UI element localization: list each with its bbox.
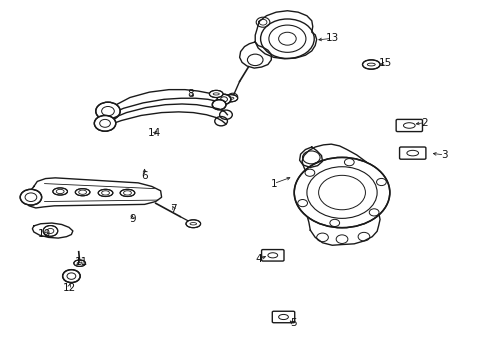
Text: 13: 13 (325, 33, 338, 43)
Circle shape (94, 116, 116, 131)
Text: 10: 10 (38, 229, 51, 239)
Text: 12: 12 (62, 283, 76, 293)
Circle shape (294, 157, 389, 228)
Polygon shape (26, 178, 161, 208)
Text: 7: 7 (170, 204, 177, 214)
Ellipse shape (75, 189, 90, 196)
Ellipse shape (185, 220, 200, 228)
Ellipse shape (74, 260, 85, 266)
Circle shape (217, 94, 230, 104)
Text: 8: 8 (187, 89, 194, 99)
Text: 5: 5 (289, 319, 296, 328)
FancyBboxPatch shape (399, 147, 425, 159)
Circle shape (43, 226, 58, 236)
Polygon shape (32, 223, 73, 238)
Ellipse shape (53, 188, 67, 195)
Text: 9: 9 (129, 215, 135, 224)
Ellipse shape (224, 95, 237, 102)
Polygon shape (255, 11, 316, 59)
Ellipse shape (120, 189, 135, 197)
Polygon shape (239, 42, 271, 68)
Polygon shape (302, 144, 383, 245)
Circle shape (20, 189, 41, 205)
Circle shape (212, 100, 225, 110)
Polygon shape (103, 104, 227, 127)
Circle shape (62, 270, 80, 283)
FancyBboxPatch shape (272, 311, 294, 323)
Text: 3: 3 (440, 150, 447, 160)
Text: 6: 6 (141, 171, 147, 181)
Text: 11: 11 (74, 257, 87, 267)
Circle shape (96, 102, 120, 120)
Text: 15: 15 (379, 58, 392, 68)
Polygon shape (299, 147, 322, 167)
Ellipse shape (209, 90, 223, 98)
Polygon shape (105, 90, 224, 116)
FancyBboxPatch shape (395, 120, 422, 132)
FancyBboxPatch shape (261, 249, 284, 261)
Text: 2: 2 (421, 118, 427, 128)
Text: 14: 14 (147, 129, 161, 138)
Ellipse shape (98, 189, 113, 197)
Text: 1: 1 (270, 179, 277, 189)
Ellipse shape (362, 60, 379, 69)
Text: 4: 4 (255, 254, 262, 264)
